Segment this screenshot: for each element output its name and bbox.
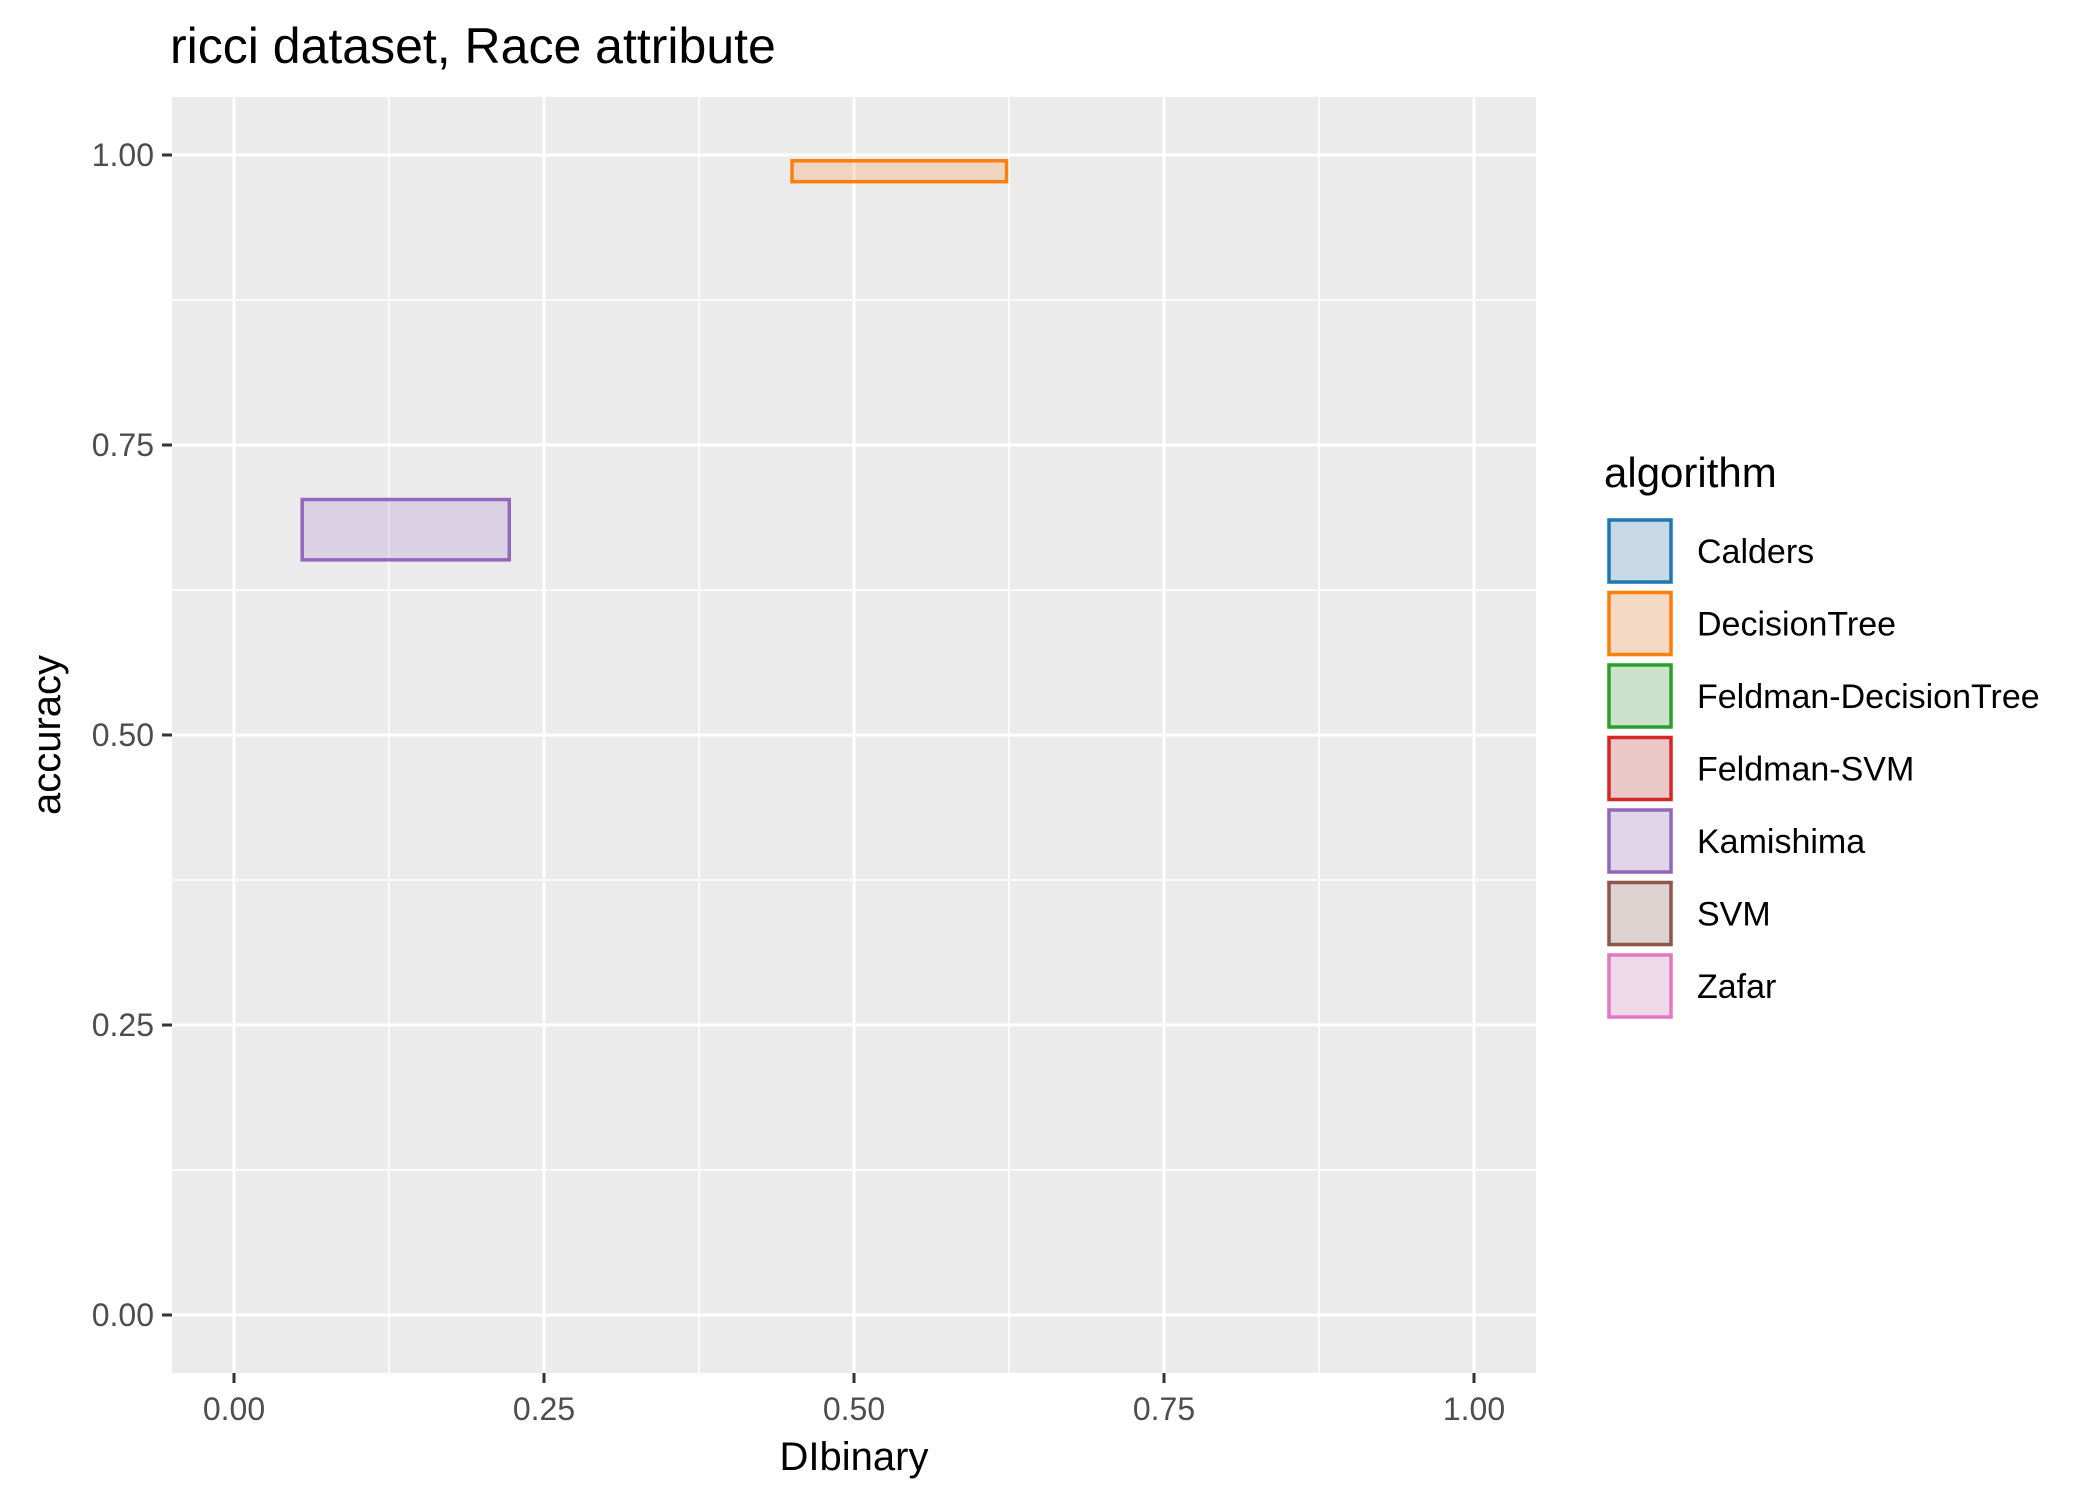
legend: algorithm Calders DecisionTree Feldman-Dec… xyxy=(1604,449,2040,1019)
chart-title: ricci dataset, Race attribute xyxy=(170,18,776,74)
x-tick-label: 1.00 xyxy=(1443,1391,1505,1427)
legend-key-bg-zafar xyxy=(1607,953,1673,1019)
y-tick-label: 0.00 xyxy=(92,1297,154,1333)
major-gridlines xyxy=(172,97,1536,1373)
legend-key-feldman-svm xyxy=(1607,735,1673,802)
legend-entries: Calders DecisionTree Feldman-DecisionTree F… xyxy=(1607,518,2040,1019)
legend-key-svm xyxy=(1607,880,1673,947)
x-tick-label: 0.50 xyxy=(823,1391,885,1427)
y-tick-label: 0.25 xyxy=(92,1007,154,1043)
y-tick-label: 0.75 xyxy=(92,427,154,463)
legend-key-bg-kamishima xyxy=(1607,808,1673,874)
x-tick-label: 0.00 xyxy=(203,1391,265,1427)
legend-key-kamishima xyxy=(1607,808,1673,874)
y-axis: 0.00 0.25 0.50 0.75 1.00 xyxy=(92,137,172,1333)
legend-key-decisiontree xyxy=(1607,590,1673,657)
y-axis-title: accuracy xyxy=(25,655,69,815)
legend-label-feldman-decisiontree: Feldman-DecisionTree xyxy=(1697,678,2040,716)
legend-label-decisiontree: DecisionTree xyxy=(1697,606,1896,644)
legend-key-bg-decisiontree xyxy=(1607,590,1673,657)
rect-kamishima xyxy=(300,497,512,562)
x-axis-title: DIbinary xyxy=(780,1435,929,1479)
legend-key-calders xyxy=(1607,518,1673,584)
data-rectangles xyxy=(300,159,1009,562)
rect-decisiontree xyxy=(790,159,1009,184)
legend-title: algorithm xyxy=(1604,449,1777,496)
legend-label-zafar: Zafar xyxy=(1697,968,1776,1006)
legend-label-feldman-svm: Feldman-SVM xyxy=(1697,751,1914,789)
x-tick-label: 0.25 xyxy=(513,1391,575,1427)
legend-key-bg-svm xyxy=(1607,880,1673,947)
legend-label-kamishima: Kamishima xyxy=(1697,823,1865,861)
x-axis: 0.00 0.25 0.50 0.75 1.00 xyxy=(203,1373,1505,1427)
legend-key-zafar xyxy=(1607,953,1673,1019)
y-tick-label: 1.00 xyxy=(92,137,154,173)
legend-key-bg-feldman-svm xyxy=(1607,735,1673,802)
legend-key-bg-feldman-decisiontree xyxy=(1607,663,1673,729)
legend-key-feldman-decisiontree xyxy=(1607,663,1673,729)
x-tick-label: 0.75 xyxy=(1133,1391,1195,1427)
legend-key-bg-calders xyxy=(1607,518,1673,584)
legend-label-svm: SVM xyxy=(1697,896,1771,934)
legend-label-calders: Calders xyxy=(1697,533,1814,571)
y-tick-label: 0.50 xyxy=(92,717,154,753)
